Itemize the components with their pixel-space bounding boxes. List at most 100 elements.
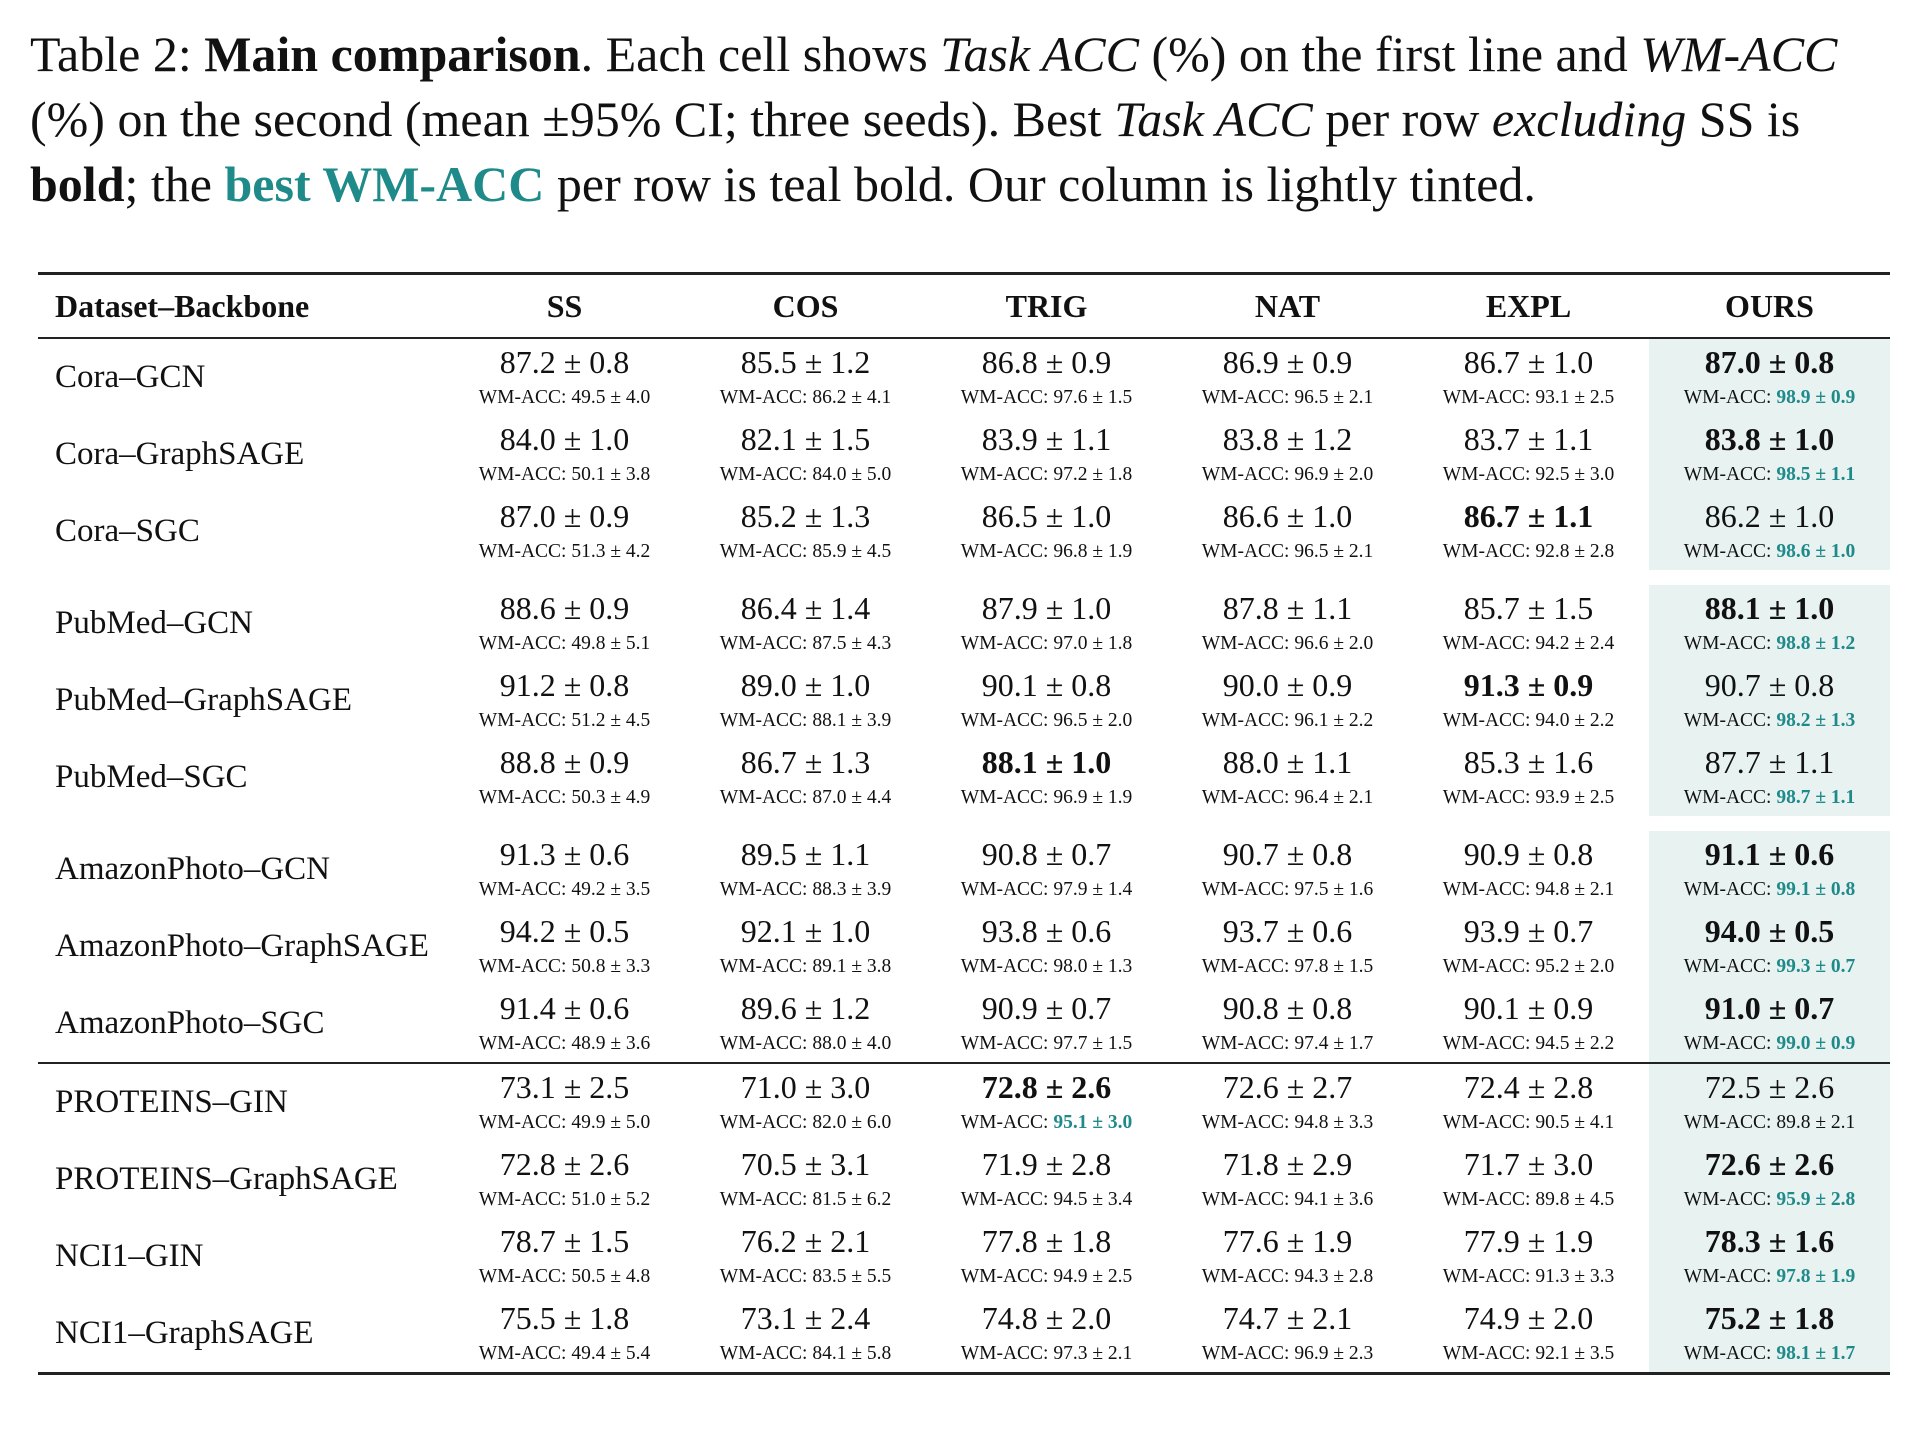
table-cell: 74.7 ± 2.1 WM-ACC: 96.9 ± 2.3 <box>1167 1295 1408 1375</box>
wm-acc-line: WM-ACC: 96.5 ± 2.1 <box>1167 536 1408 568</box>
wm-acc-prefix: WM-ACC: <box>478 540 572 562</box>
wm-acc-line: WM-ACC: 50.3 ± 4.9 <box>444 782 685 814</box>
spacer-cell <box>685 570 926 585</box>
task-acc-value: 86.2 ± 1.0 <box>1704 497 1835 534</box>
wm-acc-value: 49.9 ± 5.0 <box>571 1111 651 1133</box>
wm-acc-line: WM-ACC: 97.0 ± 1.8 <box>926 628 1167 660</box>
table-cell: 71.9 ± 2.8 WM-ACC: 94.5 ± 3.4 <box>926 1141 1167 1218</box>
task-acc-value: 94.0 ± 0.5 <box>1704 912 1835 949</box>
wm-acc-prefix: WM-ACC: <box>1683 709 1777 731</box>
wm-acc-prefix: WM-ACC: <box>1201 386 1295 408</box>
task-acc-value: 90.7 ± 0.8 <box>1222 835 1353 872</box>
table-cell: 87.9 ± 1.0 WM-ACC: 97.0 ± 1.8 <box>926 585 1167 662</box>
wm-acc-prefix: WM-ACC: <box>719 1032 813 1054</box>
wm-acc-value: 99.1 ± 0.8 <box>1776 878 1856 900</box>
wm-acc-line: WM-ACC: 99.0 ± 0.9 <box>1649 1028 1890 1060</box>
task-acc-value: 86.7 ± 1.3 <box>740 743 871 780</box>
wm-acc-prefix: WM-ACC: <box>478 1342 572 1364</box>
wm-acc-line: WM-ACC: 98.8 ± 1.2 <box>1649 628 1890 660</box>
table-cell: 91.3 ± 0.9 WM-ACC: 94.0 ± 2.2 <box>1408 662 1649 739</box>
wm-acc-prefix: WM-ACC: <box>478 955 572 977</box>
table-row: PROTEINS–GraphSAGE 72.8 ± 2.6 WM-ACC: 51.0… <box>38 1141 1890 1218</box>
row-label: PROTEINS–GraphSAGE <box>55 1161 398 1197</box>
wm-acc-value: 97.5 ± 1.6 <box>1294 878 1374 900</box>
wm-acc-prefix: WM-ACC: <box>719 1342 813 1364</box>
table-cell: 87.2 ± 0.8 WM-ACC: 49.5 ± 4.0 <box>444 338 685 416</box>
wm-acc-prefix: WM-ACC: <box>719 1111 813 1133</box>
wm-acc-line: WM-ACC: 97.8 ± 1.9 <box>1649 1261 1890 1293</box>
wm-acc-prefix: WM-ACC: <box>960 786 1054 808</box>
table-cell: 86.4 ± 1.4 WM-ACC: 87.5 ± 4.3 <box>685 585 926 662</box>
wm-acc-line: WM-ACC: 84.0 ± 5.0 <box>685 459 926 491</box>
wm-acc-prefix: WM-ACC: <box>1683 1111 1777 1133</box>
wm-acc-line: WM-ACC: 49.8 ± 5.1 <box>444 628 685 660</box>
task-acc-value: 90.0 ± 0.9 <box>1222 666 1353 703</box>
task-acc-value: 93.7 ± 0.6 <box>1222 912 1353 949</box>
wm-acc-value: 94.0 ± 2.2 <box>1535 709 1615 731</box>
wm-acc-prefix: WM-ACC: <box>1442 632 1536 654</box>
spacer-cell <box>1408 570 1649 585</box>
wm-acc-line: WM-ACC: 88.1 ± 3.9 <box>685 705 926 737</box>
wm-acc-value: 50.1 ± 3.8 <box>571 463 651 485</box>
task-acc-value: 71.7 ± 3.0 <box>1463 1145 1594 1182</box>
task-acc-value: 73.1 ± 2.4 <box>740 1299 871 1336</box>
header-ss: SS <box>444 272 685 339</box>
wm-acc-line: WM-ACC: 97.7 ± 1.5 <box>926 1028 1167 1060</box>
table-body: Cora–GCN 87.2 ± 0.8 WM-ACC: 49.5 ± 4.0 85.5… <box>38 338 1890 1375</box>
wm-acc-line: WM-ACC: 97.9 ± 1.4 <box>926 874 1167 906</box>
table-cell: 90.9 ± 0.8 WM-ACC: 94.8 ± 2.1 <box>1408 831 1649 908</box>
table-cell: 73.1 ± 2.5 WM-ACC: 49.9 ± 5.0 <box>444 1062 685 1141</box>
wm-acc-line: WM-ACC: 49.5 ± 4.0 <box>444 382 685 414</box>
wm-acc-prefix: WM-ACC: <box>719 632 813 654</box>
table-cell: 91.3 ± 0.6 WM-ACC: 49.2 ± 3.5 <box>444 831 685 908</box>
wm-acc-line: WM-ACC: 98.0 ± 1.3 <box>926 951 1167 983</box>
wm-acc-prefix: WM-ACC: <box>1442 878 1536 900</box>
header-cos: COS <box>685 272 926 339</box>
wm-acc-prefix: WM-ACC: <box>478 386 572 408</box>
task-acc-value: 89.6 ± 1.2 <box>740 989 871 1026</box>
task-acc-value: 72.8 ± 2.6 <box>499 1145 630 1182</box>
wm-acc-line: WM-ACC: 98.7 ± 1.1 <box>1649 782 1890 814</box>
table-cell: 94.0 ± 0.5 WM-ACC: 99.3 ± 0.7 <box>1649 908 1890 985</box>
wm-acc-line: WM-ACC: 94.8 ± 2.1 <box>1408 874 1649 906</box>
caption-italic: Task ACC <box>940 26 1139 82</box>
task-acc-value: 72.6 ± 2.6 <box>1704 1145 1835 1182</box>
table-cell: 91.0 ± 0.7 WM-ACC: 99.0 ± 0.9 <box>1649 985 1890 1063</box>
table-cell: 86.7 ± 1.1 WM-ACC: 92.8 ± 2.8 <box>1408 493 1649 570</box>
table-cell: 91.2 ± 0.8 WM-ACC: 51.2 ± 4.5 <box>444 662 685 739</box>
wm-acc-prefix: WM-ACC: <box>960 463 1054 485</box>
wm-acc-line: WM-ACC: 91.3 ± 3.3 <box>1408 1261 1649 1293</box>
wm-acc-line: WM-ACC: 96.5 ± 2.1 <box>1167 382 1408 414</box>
wm-acc-value: 97.7 ± 1.5 <box>1053 1032 1133 1054</box>
wm-acc-value: 97.4 ± 1.7 <box>1294 1032 1374 1054</box>
wm-acc-line: WM-ACC: 94.8 ± 3.3 <box>1167 1107 1408 1139</box>
wm-acc-value: 94.9 ± 2.5 <box>1053 1265 1133 1287</box>
spacer-cell <box>444 570 685 585</box>
header-nat: NAT <box>1167 272 1408 339</box>
table-row: AmazonPhoto–GraphSAGE 94.2 ± 0.5 WM-ACC: 5… <box>38 908 1890 985</box>
wm-acc-prefix: WM-ACC: <box>719 1188 813 1210</box>
spacer-cell <box>926 816 1167 831</box>
wm-acc-value: 92.1 ± 3.5 <box>1535 1342 1615 1364</box>
wm-acc-prefix: WM-ACC: <box>960 1342 1054 1364</box>
wm-acc-line: WM-ACC: 51.2 ± 4.5 <box>444 705 685 737</box>
wm-acc-prefix: WM-ACC: <box>478 1188 572 1210</box>
table-cell: 72.6 ± 2.7 WM-ACC: 94.8 ± 3.3 <box>1167 1062 1408 1141</box>
table-row: PROTEINS–GIN 73.1 ± 2.5 WM-ACC: 49.9 ± 5.0… <box>38 1062 1890 1141</box>
wm-acc-line: WM-ACC: 92.1 ± 3.5 <box>1408 1338 1649 1370</box>
wm-acc-prefix: WM-ACC: <box>478 878 572 900</box>
task-acc-value: 77.9 ± 1.9 <box>1463 1222 1594 1259</box>
task-acc-value: 91.1 ± 0.6 <box>1704 835 1835 872</box>
table-cell: 70.5 ± 3.1 WM-ACC: 81.5 ± 6.2 <box>685 1141 926 1218</box>
wm-acc-line: WM-ACC: 94.3 ± 2.8 <box>1167 1261 1408 1293</box>
wm-acc-value: 89.8 ± 4.5 <box>1535 1188 1615 1210</box>
wm-acc-value: 94.1 ± 3.6 <box>1294 1188 1374 1210</box>
wm-acc-prefix: WM-ACC: <box>1442 709 1536 731</box>
spacer-cell <box>926 570 1167 585</box>
wm-acc-line: WM-ACC: 84.1 ± 5.8 <box>685 1338 926 1370</box>
wm-acc-value: 99.3 ± 0.7 <box>1776 955 1856 977</box>
wm-acc-line: WM-ACC: 99.1 ± 0.8 <box>1649 874 1890 906</box>
table-cell: 86.5 ± 1.0 WM-ACC: 96.8 ± 1.9 <box>926 493 1167 570</box>
wm-acc-line: WM-ACC: 50.1 ± 3.8 <box>444 459 685 491</box>
table-row: Cora–GCN 87.2 ± 0.8 WM-ACC: 49.5 ± 4.0 85.5… <box>38 338 1890 416</box>
